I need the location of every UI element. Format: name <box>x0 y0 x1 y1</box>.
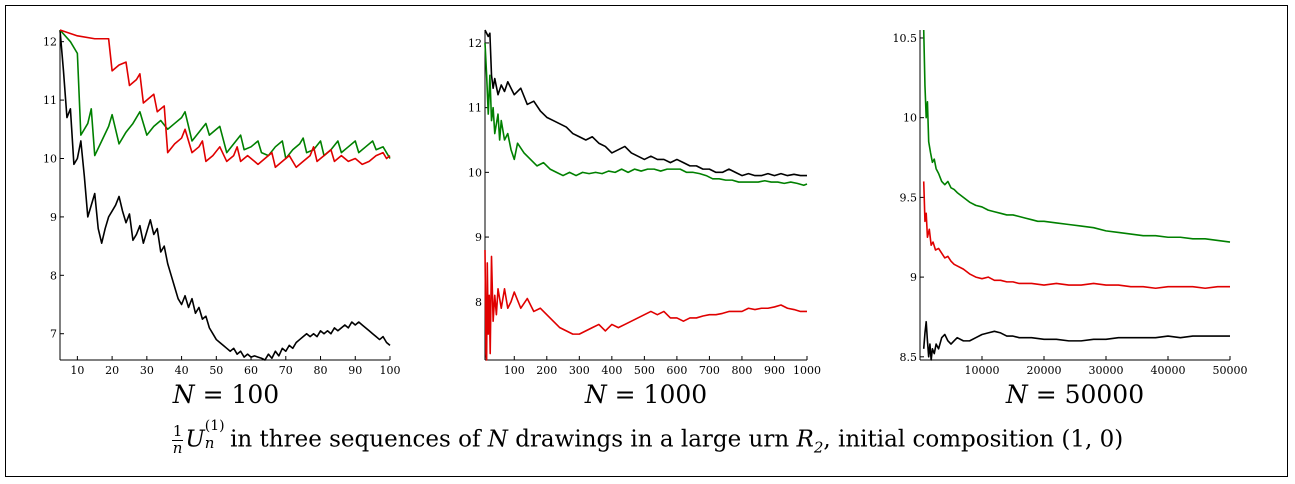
series-line-0 <box>922 29 1231 243</box>
chart-n1000: 100 200 300 400 500 600 700 800 900 1000 8 9 10 11 12 <box>468 29 821 377</box>
caption-var-n: N <box>487 426 508 453</box>
y-tick-label: 10 <box>468 166 482 179</box>
chart-label-n50000: N = 50000 <box>1005 380 1145 409</box>
x-tick-label: 800 <box>731 364 752 377</box>
y-tick-label: 10 <box>903 112 917 125</box>
caption-var-r: R <box>796 426 814 453</box>
caption-symbol: U <box>185 426 205 453</box>
x-tick-label: 60 <box>244 364 258 377</box>
y-tick-label: 8.5 <box>900 351 918 364</box>
series-line-1 <box>59 29 391 160</box>
x-tick-label: 100 <box>380 364 401 377</box>
x-tick-label: 200 <box>536 364 557 377</box>
x-tick-label: 500 <box>634 364 655 377</box>
x-tick-label: 50000 <box>1213 364 1248 377</box>
chart-n50000: 10000 20000 30000 40000 50000 8.5 9 9.5 10 10.5 <box>893 29 1248 377</box>
x-tick-label: 40 <box>175 364 189 377</box>
chart-label-n100: N = 100 <box>172 380 280 409</box>
x-tick-label: 400 <box>601 364 622 377</box>
x-tick-label: 10 <box>70 364 84 377</box>
figure-caption: 1 n U (1) n in three sequences of N drawin… <box>0 418 1295 457</box>
y-tick-label: 9.5 <box>900 191 918 204</box>
x-tick-label: 30000 <box>1089 364 1124 377</box>
y-tick-label: 7 <box>50 328 57 341</box>
y-tick-label: 11 <box>468 102 482 115</box>
caption-text-c: , initial composition (1, 0) <box>823 426 1124 453</box>
figure-frame <box>5 5 1288 477</box>
x-tick-label: 300 <box>569 364 590 377</box>
series-line-1 <box>484 42 808 187</box>
y-tick-label: 10.5 <box>893 32 918 45</box>
caption-text-b: drawings in a large urn <box>515 426 790 453</box>
caption-scripts: (1) n <box>204 418 225 453</box>
series-line-2 <box>59 29 391 169</box>
series-line-0 <box>484 29 807 177</box>
caption-sub-r: 2 <box>813 438 824 457</box>
x-tick-label: 700 <box>699 364 720 377</box>
y-tick-label: 10 <box>43 152 57 165</box>
x-tick-label: 20000 <box>1027 364 1062 377</box>
series-line-2 <box>484 249 807 361</box>
y-tick-label: 8 <box>475 296 482 309</box>
y-tick-label: 8 <box>50 269 57 282</box>
chart-label-n1000: N = 1000 <box>584 380 708 409</box>
x-tick-label: 100 <box>504 364 525 377</box>
x-tick-label: 1000 <box>793 364 821 377</box>
x-tick-label: 30 <box>140 364 154 377</box>
series-line-2 <box>922 320 1230 361</box>
x-tick-label: 600 <box>666 364 687 377</box>
x-tick-label: 70 <box>279 364 293 377</box>
x-tick-label: 80 <box>314 364 328 377</box>
chart-n100: 10 20 30 40 50 60 70 80 90 100 7 8 9 10 11 12 <box>43 29 401 377</box>
y-tick-label: 9 <box>910 271 917 284</box>
x-tick-label: 900 <box>764 364 785 377</box>
y-tick-label: 9 <box>50 211 57 224</box>
x-tick-label: 40000 <box>1151 364 1186 377</box>
caption-fraction: 1 n <box>171 422 184 457</box>
caption-text-a: in three sequences of <box>230 426 481 453</box>
series-line-0 <box>59 29 391 361</box>
y-tick-label: 12 <box>43 36 57 49</box>
x-tick-label: 90 <box>348 364 362 377</box>
y-tick-label: 9 <box>475 231 482 244</box>
x-tick-label: 20 <box>105 364 119 377</box>
series-line-1 <box>922 181 1230 290</box>
x-tick-label: 50 <box>209 364 223 377</box>
y-tick-label: 11 <box>43 94 57 107</box>
x-tick-label: 10000 <box>965 364 1000 377</box>
y-tick-label: 12 <box>468 37 482 50</box>
